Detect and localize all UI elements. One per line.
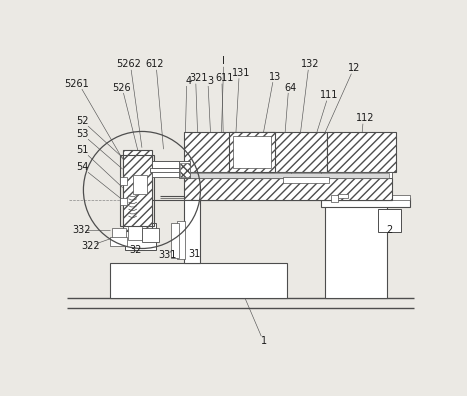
Bar <box>120 177 127 185</box>
Text: 321: 321 <box>189 73 207 83</box>
Bar <box>125 223 156 250</box>
Bar <box>327 132 396 172</box>
Bar <box>184 200 200 263</box>
Text: 1: 1 <box>261 336 267 346</box>
Text: 12: 12 <box>347 63 360 73</box>
Text: 526: 526 <box>112 82 130 93</box>
Text: 5262: 5262 <box>116 59 142 69</box>
Bar <box>134 175 147 194</box>
Bar <box>177 221 185 259</box>
Bar <box>233 136 271 168</box>
Bar <box>191 173 389 178</box>
Bar <box>110 237 127 246</box>
Bar <box>152 162 184 168</box>
Bar <box>171 223 179 258</box>
Bar <box>184 172 392 179</box>
Text: 611: 611 <box>215 73 234 83</box>
Bar <box>150 168 184 172</box>
Text: 53: 53 <box>77 129 89 139</box>
Text: 13: 13 <box>269 72 281 82</box>
Bar <box>180 163 190 177</box>
Text: 54: 54 <box>77 162 89 172</box>
Bar <box>290 172 321 181</box>
Bar <box>120 198 127 206</box>
Text: 4: 4 <box>186 76 192 86</box>
Text: 331: 331 <box>158 250 177 261</box>
Text: 5261: 5261 <box>64 79 89 89</box>
Bar <box>128 226 142 240</box>
Text: 111: 111 <box>320 90 338 100</box>
Bar <box>123 150 152 231</box>
Bar <box>283 177 329 183</box>
Text: 332: 332 <box>72 225 90 235</box>
Bar <box>325 202 387 298</box>
Bar <box>110 263 287 298</box>
Text: 132: 132 <box>301 59 320 69</box>
Bar <box>142 228 159 242</box>
Bar <box>229 132 275 172</box>
Bar <box>331 194 338 202</box>
Text: 112: 112 <box>356 113 375 124</box>
Bar <box>338 194 347 198</box>
Text: 2: 2 <box>386 225 392 235</box>
Text: 52: 52 <box>77 116 89 126</box>
Bar <box>321 198 410 207</box>
Text: 612: 612 <box>145 59 163 69</box>
Bar <box>184 132 327 172</box>
Bar <box>377 209 401 232</box>
Text: 64: 64 <box>284 82 297 93</box>
Bar <box>184 179 392 200</box>
Bar <box>152 172 184 177</box>
Bar <box>112 228 126 238</box>
Text: 131: 131 <box>232 68 250 78</box>
Text: 31: 31 <box>188 249 200 259</box>
Bar <box>321 195 410 200</box>
Text: 322: 322 <box>81 241 99 251</box>
Bar <box>179 162 191 179</box>
Text: I: I <box>222 56 225 67</box>
Text: 3: 3 <box>207 76 213 86</box>
Bar <box>120 155 154 226</box>
Text: 51: 51 <box>77 145 89 155</box>
Text: 32: 32 <box>129 245 141 255</box>
